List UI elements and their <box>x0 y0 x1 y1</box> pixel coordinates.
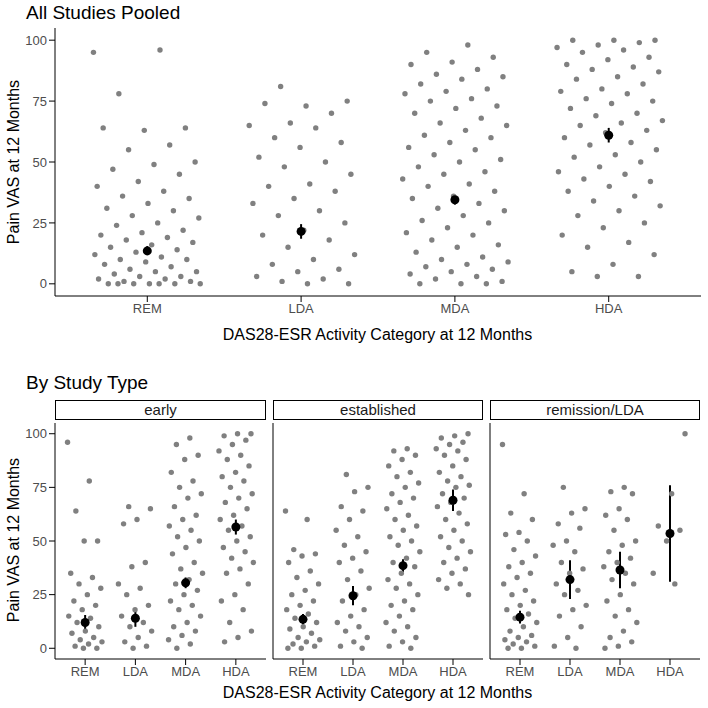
svg-text:75: 75 <box>33 480 47 495</box>
svg-text:MDA: MDA <box>606 664 635 679</box>
svg-text:MDA: MDA <box>389 664 418 679</box>
svg-text:MDA: MDA <box>171 664 200 679</box>
html-text:remission/LDA: remission/LDA <box>546 401 644 418</box>
svg-text:HDA: HDA <box>595 301 623 316</box>
svg-text:100: 100 <box>25 426 47 441</box>
svg-text:50: 50 <box>33 155 47 170</box>
svg-text:MDA: MDA <box>440 301 469 316</box>
svg-text:LDA: LDA <box>340 664 366 679</box>
html-text:DAS28-ESR Activity Category at: DAS28-ESR Activity Category at 12 Months <box>222 326 533 343</box>
svg-text:0: 0 <box>40 276 47 291</box>
html-text:Pain VAS at 12 Months: Pain VAS at 12 Months <box>5 457 22 623</box>
svg-text:REM: REM <box>133 301 162 316</box>
svg-text:0: 0 <box>40 641 47 656</box>
svg-text:100: 100 <box>25 33 47 48</box>
html-text:established: established <box>340 401 416 418</box>
html-text:By Study Type: By Study Type <box>26 372 149 393</box>
html-text:DAS28-ESR Activity Category at: DAS28-ESR Activity Category at 12 Months <box>222 684 533 701</box>
svg-text:50: 50 <box>33 534 47 549</box>
svg-text:LDA: LDA <box>557 664 583 679</box>
svg-text:HDA: HDA <box>222 664 250 679</box>
svg-text:25: 25 <box>33 587 47 602</box>
svg-text:LDA: LDA <box>288 301 314 316</box>
html-text:Pain VAS at 12 Months: Pain VAS at 12 Months <box>5 79 22 245</box>
svg-text:25: 25 <box>33 216 47 231</box>
svg-text:HDA: HDA <box>439 664 467 679</box>
html-text:early: early <box>144 401 177 418</box>
html-text:All Studies Pooled: All Studies Pooled <box>26 2 181 23</box>
svg-text:HDA: HDA <box>656 664 684 679</box>
svg-text:75: 75 <box>33 94 47 109</box>
svg-text:REM: REM <box>289 664 318 679</box>
svg-text:LDA: LDA <box>123 664 149 679</box>
svg-text:REM: REM <box>71 664 100 679</box>
svg-text:REM: REM <box>506 664 535 679</box>
